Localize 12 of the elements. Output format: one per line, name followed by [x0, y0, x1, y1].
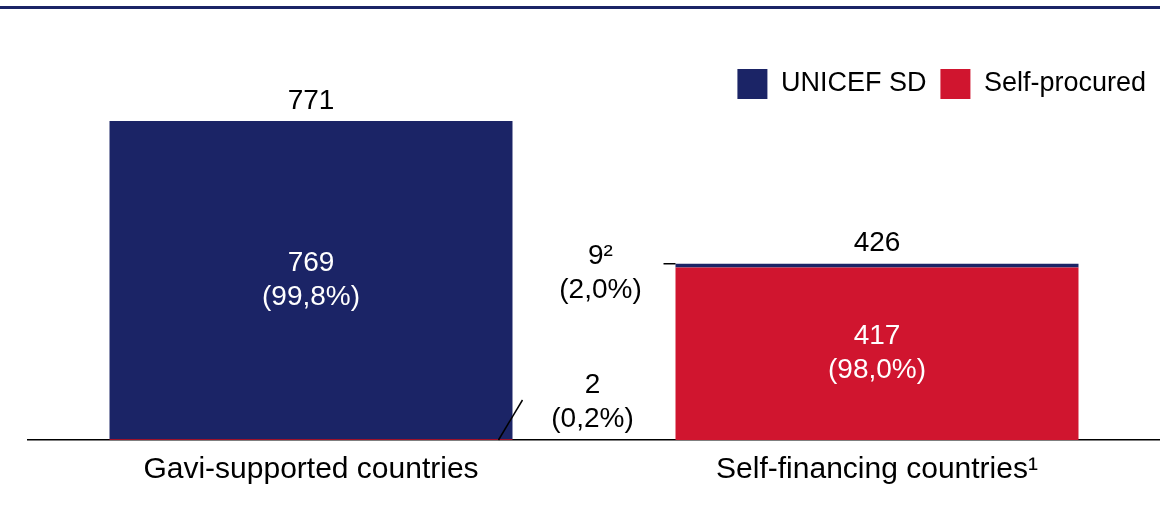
legend-label: UNICEF SD — [780, 67, 927, 98]
data-label: 417 (98,0%) — [827, 319, 927, 385]
bar — [675, 267, 1079, 440]
data-label: 2 (0,2%) — [551, 367, 634, 433]
total-label: 426 — [853, 226, 901, 258]
total-label: 771 — [287, 83, 335, 115]
x-tick-label: Gavi-supported countries — [143, 451, 479, 485]
data-label: 9² (2,0%) — [559, 239, 642, 305]
legend-label: Self-procured — [983, 67, 1147, 98]
bar — [109, 121, 513, 440]
x-tick-label: Self-financing countries¹ — [716, 451, 1038, 485]
data-label: 769 (99,8%) — [261, 245, 361, 311]
